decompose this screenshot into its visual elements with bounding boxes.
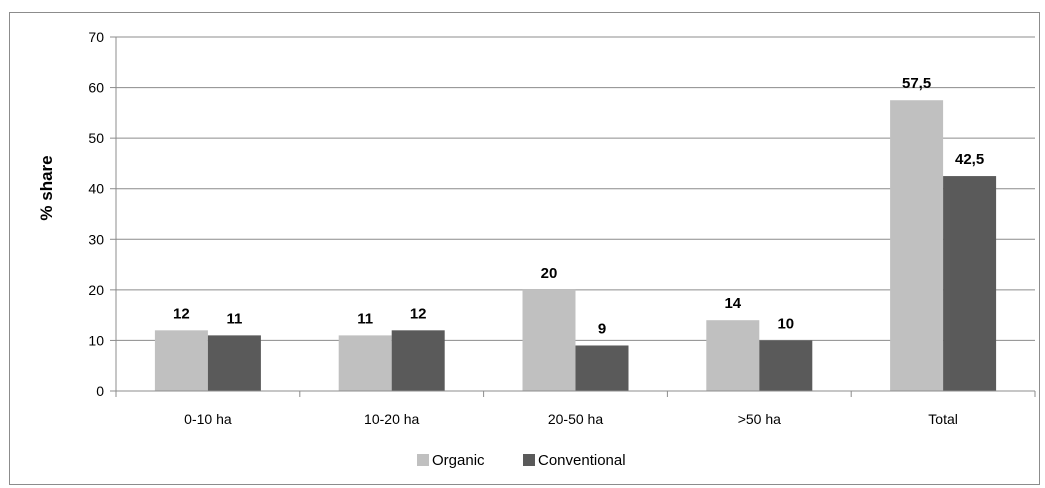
legend-label-conventional: Conventional (538, 452, 626, 469)
x-tick-label: 20-50 ha (548, 411, 603, 427)
legend-swatch-organic (417, 454, 429, 466)
bar-organic (338, 335, 392, 391)
x-tick-label: >50 ha (738, 411, 781, 427)
y-tick-label: 50 (88, 130, 104, 146)
y-tick-label: 30 (88, 231, 104, 247)
axes: 0 10 20 30 40 50 60 70 0-10 ha 10-20 ha 20-50 ha >5… (88, 29, 1036, 427)
bar-conventional (943, 176, 997, 391)
legend-swatch-conventional (523, 454, 535, 466)
bar-organic (154, 330, 208, 391)
data-label: 12 (410, 305, 427, 322)
data-label: 10 (777, 315, 794, 332)
bar-organic (522, 289, 576, 391)
data-labels: 12 11 11 12 20 9 14 10 57,5 42,5 (173, 75, 984, 337)
chart-area (9, 12, 1040, 485)
data-label: 57,5 (902, 75, 931, 92)
data-label: 42,5 (955, 151, 984, 168)
y-axis-title: % share (37, 155, 56, 220)
data-label: 11 (226, 310, 242, 327)
bar-organic (706, 320, 760, 391)
data-label: 11 (357, 310, 373, 327)
bar-conventional (207, 335, 261, 391)
data-label: 9 (598, 320, 606, 337)
bar-conventional (759, 340, 813, 391)
y-tick-label: 40 (88, 181, 104, 197)
x-tick-label: 10-20 ha (364, 411, 419, 427)
y-tick-label: 70 (88, 29, 104, 45)
data-label: 14 (724, 295, 741, 312)
y-tick-label: 10 (88, 332, 104, 348)
legend-label-organic: Organic (432, 452, 485, 469)
y-tick-label: 20 (88, 282, 104, 298)
x-tick-label: Total (928, 411, 958, 427)
x-tick-label: 0-10 ha (184, 411, 232, 427)
bar-organic (890, 100, 944, 391)
y-tick-label: 60 (88, 80, 104, 96)
legend: Organic Conventional (417, 452, 626, 469)
bar-conventional (391, 330, 445, 391)
data-label: 20 (541, 265, 558, 282)
y-tick-label: 0 (96, 383, 104, 399)
bars (154, 100, 997, 391)
gridlines (116, 36, 1035, 341)
data-label: 12 (173, 305, 190, 322)
bar-conventional (575, 345, 629, 391)
